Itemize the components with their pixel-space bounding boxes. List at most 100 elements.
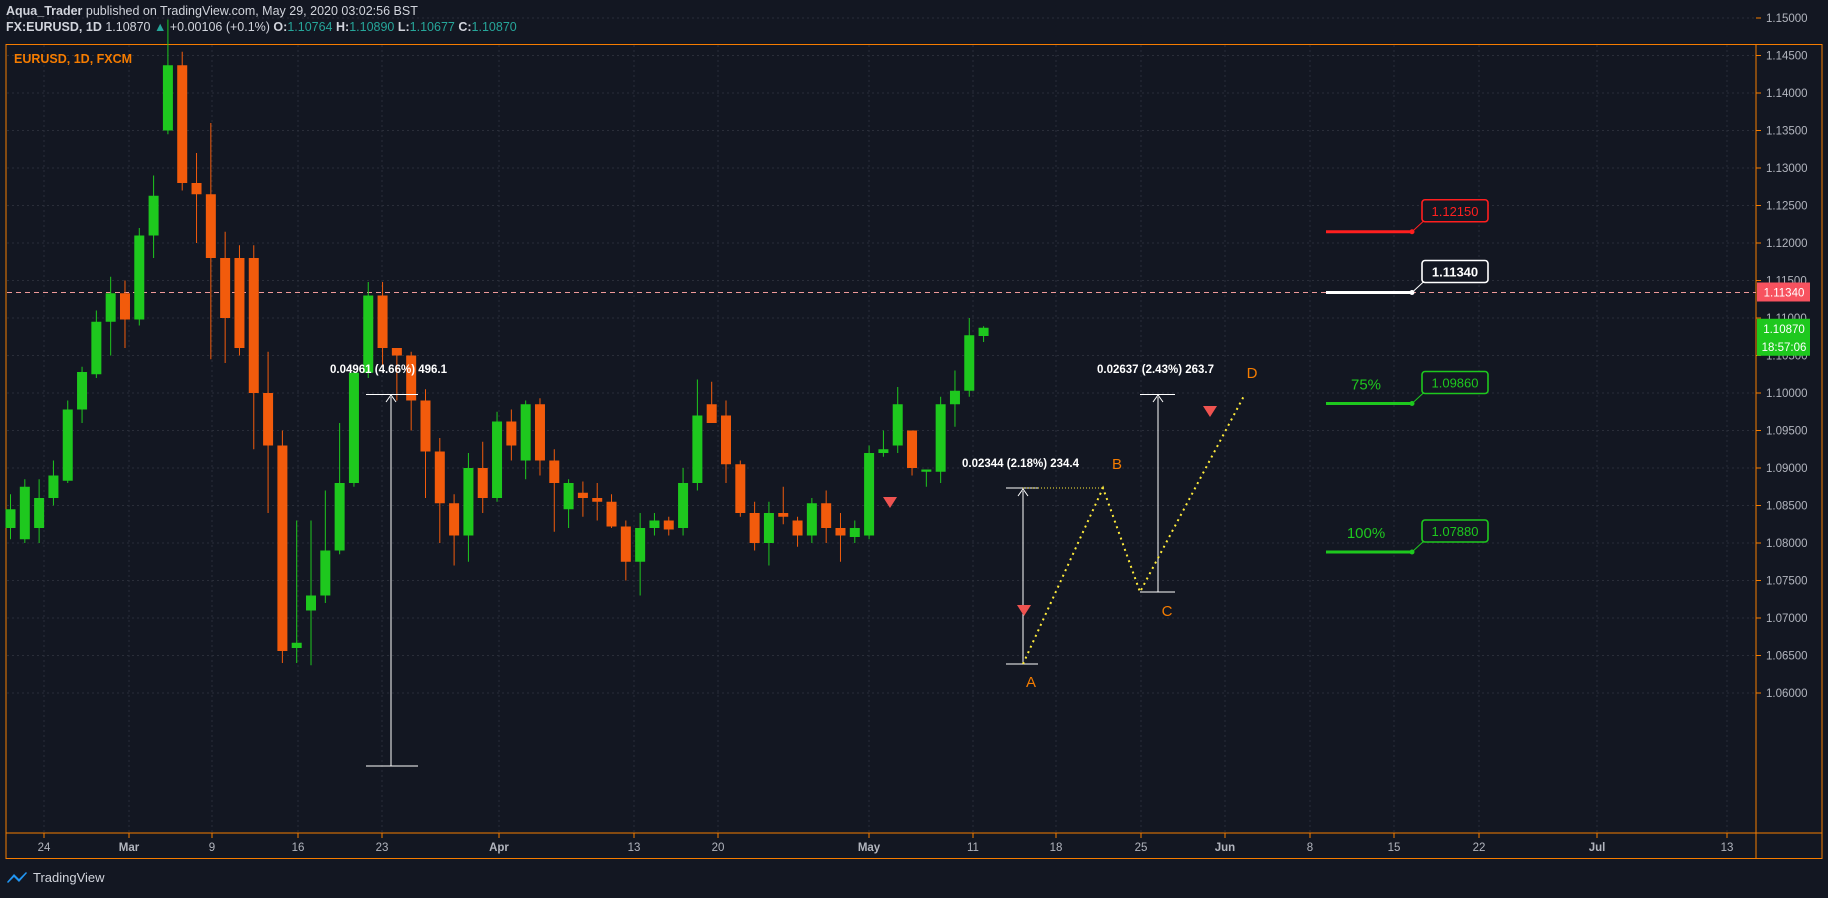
time-tick-label: 8 [1307,842,1313,854]
candle [635,513,646,596]
symbol-info: FX:EURUSD, 1D 1.10870 ▲ +0.00106 (+0.1%)… [6,20,517,34]
candle [19,479,30,543]
up-triangle-icon: ▲ [154,20,167,34]
candle [263,351,274,513]
level-label: 1.09860 [1432,376,1479,391]
measurement-label: 0.02637 (2.43%) 263.7 [1097,364,1214,376]
time-tick-label: 20 [712,842,725,854]
candle [477,441,488,513]
candle-body [792,520,803,536]
candle-body [162,65,173,131]
candle-body [177,65,188,183]
candle-body [878,449,889,453]
level-price-tag: 1.11340 [1757,282,1810,302]
candle [91,310,102,378]
time-tick-label: 11 [967,842,979,854]
level-price-tag-text: 1.11340 [1764,288,1805,300]
arrow-up-icon [385,394,397,403]
candle-body [148,195,159,236]
price-axis: 1.06000 1.06500 1.07000 1.07500 1.08000 1.085… [1756,13,1810,700]
candle-body [449,503,460,536]
price-tick-label: 1.14500 [1766,51,1808,63]
candle [721,400,731,483]
level-1.11340: 1.11340 [1326,259,1489,295]
countdown-text: 18:57:06 [1762,342,1807,354]
candle-body [949,390,960,405]
candle [248,245,259,450]
candle-body [577,492,588,498]
level-label: 1.11340 [1432,265,1478,280]
time-tick-label: 24 [38,842,51,854]
candle-body [907,430,918,468]
candle-body [62,409,73,481]
down-triangle-icon [883,497,897,508]
candle [878,430,889,457]
level-label-box [1421,259,1489,284]
level-label-box [1421,198,1489,223]
candle [921,469,932,487]
symbol-name: FX:EURUSD, 1D [6,20,102,34]
high-value: 1.10890 [349,20,395,34]
candle-body [778,513,789,517]
level-percent: 100% [1347,525,1385,542]
candle-body [19,486,30,540]
candle-body [105,293,116,322]
author-name: Aqua_Trader [6,4,83,18]
price-tick-label: 1.08000 [1766,538,1808,550]
candle-body [921,469,932,472]
candle-body [606,501,617,527]
candle-body [635,528,646,562]
pattern-point-label: C [1162,603,1173,620]
candle [48,460,59,506]
candle [935,396,946,483]
candle-body [48,475,59,498]
time-tick-label: 13 [628,842,641,854]
candle [907,430,918,476]
time-tick-label: 9 [209,842,215,854]
candle-body [277,445,288,651]
candle [177,51,188,191]
candle [406,351,417,431]
chart-frame [5,44,1823,859]
annotations: 0.04961 (4.66%) 496.1 0.02344 (2.18%) 234… [330,364,1258,767]
level-price-tag-bg [1757,282,1810,302]
publish-info: Aqua_Trader published on TradingView.com… [6,4,418,18]
price-tick-label: 1.14000 [1766,88,1808,100]
candle [320,490,331,603]
time-tick-label: 15 [1388,842,1401,854]
level-1.07880: 1.07880 100% [1326,519,1489,555]
candle-body [549,460,560,483]
candle-body [706,404,717,423]
candle-body [849,528,860,537]
candle [592,483,603,521]
candle [706,381,717,423]
level-1.09860: 1.09860 75% [1326,370,1489,406]
price-tick-label: 1.12500 [1766,201,1808,213]
candle-body [721,415,731,465]
candle [678,468,689,536]
candle-body [763,513,774,543]
candles [5,19,989,666]
candle [735,460,746,517]
candle [864,445,875,540]
candle-body [306,595,317,611]
price-change: +0.00106 (+0.1%) [169,20,270,34]
candle-body [735,464,746,513]
open-label: O: [273,20,288,34]
candle [577,481,588,517]
candle [363,282,374,378]
candle [5,494,16,540]
tradingview-brand[interactable]: TradingView [6,870,105,885]
low-value: 1.10677 [409,20,455,34]
level-label: 1.07880 [1432,524,1479,539]
candle [549,449,560,532]
candle [563,479,574,528]
candle-body [864,453,875,536]
candle-body [477,468,488,498]
candle-body [363,295,374,373]
candle [520,400,531,480]
time-tick-label: 22 [1473,842,1486,854]
price-tick-label: 1.09500 [1766,426,1808,438]
publish-text: published on TradingView.com, May 29, 20… [85,4,418,18]
